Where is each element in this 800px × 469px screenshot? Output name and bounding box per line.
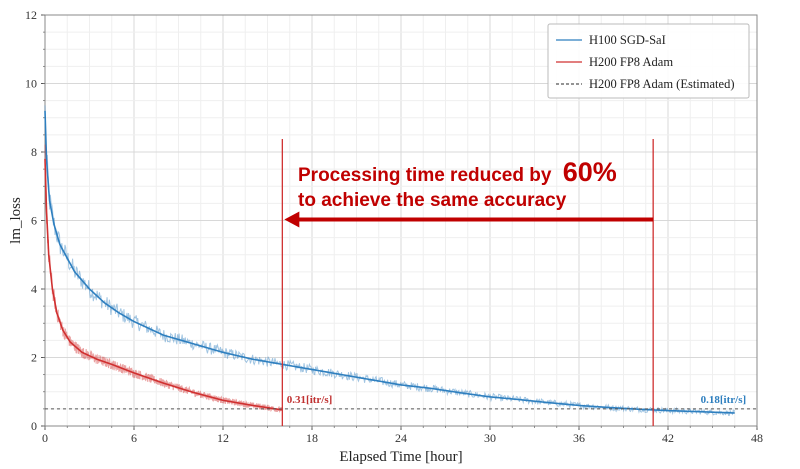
y-tick-label: 0 [31,419,37,433]
x-axis-label: Elapsed Time [hour] [339,449,462,465]
reduction-arrow-head [284,211,300,228]
markers-group: 0.31[itr/s] 0.18[itr/s] [281,139,747,426]
y-tick-label: 12 [25,8,37,22]
annotation-prefix: Processing time reduced by [298,165,552,186]
x-tick-label: 12 [217,431,229,445]
y-tick-label: 2 [31,351,37,365]
x-tick-label: 48 [751,431,763,445]
x-tick-label: 6 [131,431,137,445]
series-group [44,105,757,416]
x-tick-label: 42 [662,431,674,445]
y-axis-label: lm_loss [8,197,24,244]
legend-entry: H200 FP8 Adam (Estimated) [589,77,734,91]
x-tick-label: 30 [484,431,496,445]
annotation-line-2: to achieve the same accuracy [298,190,567,211]
legend-entry: H200 FP8 Adam [589,55,673,69]
y-tick-label: 10 [25,77,37,91]
annotation-group: Processing time reduced by 60% to achiev… [298,157,617,211]
x-tick-label: 24 [395,431,407,445]
rate-label: 0.31[itr/s] [287,394,333,406]
legend: H100 SGD-SaI H200 FP8 Adam H200 FP8 Adam (… [547,23,750,99]
series-2 [44,144,283,414]
annotation-highlight: 60% [563,157,617,187]
legend-box [547,23,750,99]
x-tick-label: 18 [306,431,318,445]
x-tick-label: 36 [573,431,585,445]
y-tick-label: 8 [31,145,37,159]
x-tick-label: 0 [42,431,48,445]
legend-entry: H100 SGD-SaI [589,33,666,47]
y-tick-label: 6 [31,214,37,228]
series-1 [44,105,736,416]
rate-label: 0.18[itr/s] [701,394,747,406]
series-line-smooth [44,110,735,414]
y-tick-label: 4 [31,282,37,296]
annotation-line-1: Processing time reduced by 60% [298,157,617,187]
